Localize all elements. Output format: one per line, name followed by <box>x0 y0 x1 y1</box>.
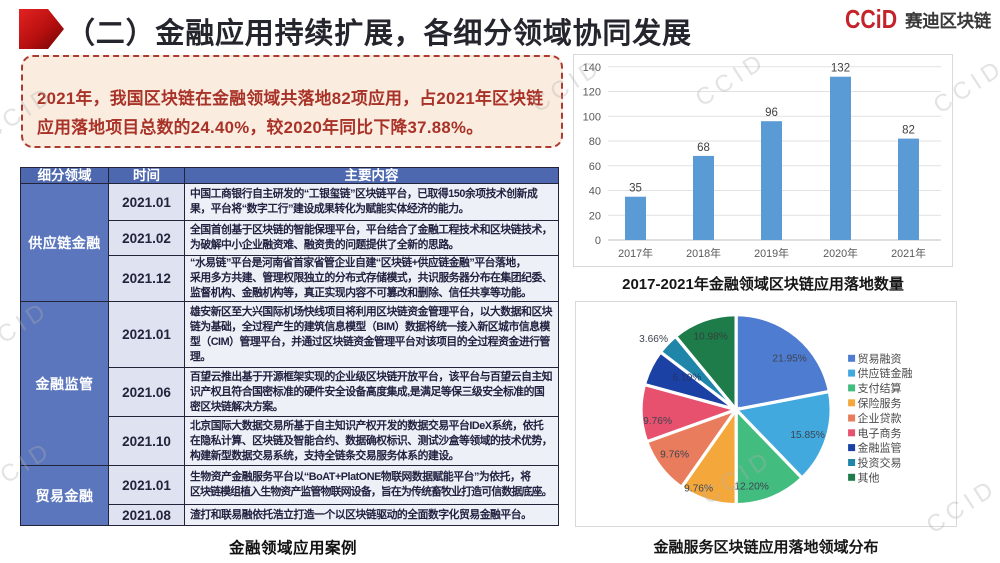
svg-text:96: 96 <box>765 107 778 119</box>
svg-text:2019年: 2019年 <box>754 246 789 260</box>
svg-text:贸易融资: 贸易融资 <box>858 352 902 365</box>
svg-text:投资交易: 投资交易 <box>858 456 902 470</box>
svg-text:60: 60 <box>589 161 601 173</box>
svg-text:0: 0 <box>595 235 601 247</box>
svg-text:金融监管: 金融监管 <box>858 441 902 455</box>
svg-text:2018年: 2018年 <box>686 246 721 260</box>
svg-text:12.20%: 12.20% <box>734 482 769 493</box>
svg-text:电子商务: 电子商务 <box>858 426 902 440</box>
svg-text:82: 82 <box>902 125 915 137</box>
svg-text:21.95%: 21.95% <box>772 354 807 365</box>
svg-text:支付结算: 支付结算 <box>858 381 902 395</box>
svg-text:20: 20 <box>589 210 601 222</box>
svg-text:40: 40 <box>589 186 601 198</box>
svg-text:2021年: 2021年 <box>891 246 926 260</box>
svg-text:80: 80 <box>589 136 601 148</box>
svg-text:120: 120 <box>583 87 601 99</box>
svg-text:68: 68 <box>697 142 710 154</box>
svg-text:10.98%: 10.98% <box>693 332 728 343</box>
svg-text:3.66%: 3.66% <box>639 334 668 345</box>
svg-text:15.85%: 15.85% <box>790 430 825 441</box>
svg-text:9.76%: 9.76% <box>684 484 713 495</box>
svg-text:保险服务: 保险服务 <box>858 396 902 410</box>
svg-text:9.76%: 9.76% <box>643 416 672 427</box>
svg-text:其他: 其他 <box>858 471 880 484</box>
svg-text:9.76%: 9.76% <box>660 450 689 461</box>
svg-text:2020年: 2020年 <box>823 246 858 260</box>
svg-text:35: 35 <box>629 183 642 195</box>
svg-text:6.10%: 6.10% <box>672 373 701 384</box>
svg-text:100: 100 <box>583 111 601 123</box>
svg-text:140: 140 <box>583 62 601 74</box>
svg-text:供应链金融: 供应链金融 <box>858 366 913 380</box>
svg-text:2017年: 2017年 <box>618 246 653 260</box>
svg-text:132: 132 <box>831 63 850 75</box>
svg-text:企业贷款: 企业贷款 <box>858 411 902 425</box>
